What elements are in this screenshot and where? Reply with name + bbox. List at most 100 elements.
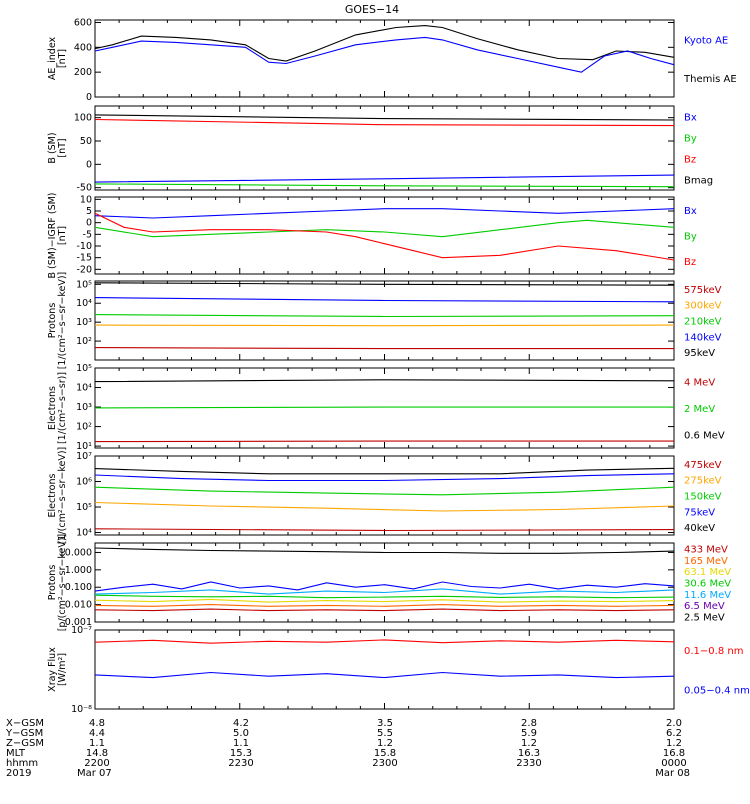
y-tick-label: 10⁶	[76, 477, 92, 488]
series-line	[94, 36, 675, 73]
legend-label: 0.6 MeV	[684, 431, 725, 442]
y-axis-title: Protons	[47, 303, 58, 339]
footer-value: 1.2	[377, 738, 393, 749]
series-line	[94, 588, 675, 595]
panel-1: 0 200 400 600 AE_index [nT] Kyoto AE Themis AE	[47, 17, 737, 103]
series-line	[94, 25, 675, 62]
y-tick-label: -15	[76, 253, 92, 264]
y-tick-label: 50	[80, 136, 92, 147]
legend-label: 11.6 MeV	[684, 590, 731, 601]
footer-row-label: MLT	[6, 748, 26, 759]
y-tick-label: 0.100	[65, 582, 92, 593]
series-line	[94, 118, 675, 127]
y-tick-label: 400	[74, 42, 92, 53]
legend-label: 165 MeV	[684, 556, 728, 567]
y-tick-label: 0.010	[65, 600, 92, 611]
y-tick-label: 10⁵	[76, 279, 92, 290]
footer-value: 14.8	[86, 748, 108, 759]
panel-6: 10⁴ 10⁵ 10⁶ 10⁷ Electrons [1/(cm²−s−sr−keV)] 4…	[47, 447, 722, 545]
y-axis-title: B (SM)−IGRF (SM)	[47, 192, 58, 278]
y-axis-title: Electrons	[47, 386, 58, 430]
legend-label: 63.1 MeV	[684, 567, 731, 578]
y-tick-label: 10²	[76, 336, 92, 347]
footer-row-label: Y−GSM	[5, 728, 43, 739]
series-line	[94, 324, 675, 327]
panel-frame	[94, 19, 675, 98]
legend-label: 2 MeV	[684, 404, 715, 415]
series-line	[94, 219, 675, 238]
footer-value: 5.5	[377, 728, 393, 739]
ephemeris-footer: X−GSMY−GSMZ−GSMMLThhmm20194.84.41.114.82…	[5, 718, 690, 779]
footer-value: 15.8	[374, 748, 396, 759]
y-tick-label: 10⁵	[76, 363, 92, 374]
legend-label: Bx	[684, 206, 697, 217]
y-tick-label: 10³	[76, 402, 92, 413]
y-tick-label: 0.001	[65, 617, 92, 628]
footer-value: 15.3	[230, 748, 252, 759]
legend-label: Kyoto AE	[684, 35, 728, 46]
footer-value: 16.3	[518, 748, 540, 759]
footer-value: Mar 07	[77, 768, 112, 779]
y-tick-label: 0	[86, 92, 92, 103]
y-axis-title: AE_index	[47, 37, 58, 81]
series-line	[94, 379, 675, 383]
y-tick-label: 600	[74, 17, 92, 28]
legend-label: 210keV	[684, 317, 722, 328]
footer-value: Mar 08	[655, 768, 690, 779]
footer-value: 2300	[372, 758, 397, 769]
footer-value: 3.5	[377, 718, 393, 729]
panel-5: 10¹ 10² 10³ 10⁴ 10⁵ Electrons [1/(cm²−s−sr)] 4 …	[47, 363, 725, 452]
legend-label: By	[684, 134, 697, 145]
series-line	[94, 581, 675, 592]
footer-value: 2330	[516, 758, 541, 769]
y-tick-label: 10³	[76, 317, 92, 328]
y-tick-label: 0	[86, 218, 92, 229]
legend-label: 140keV	[684, 332, 722, 343]
y-tick-label: 10¹	[76, 441, 92, 452]
series-line	[94, 347, 674, 350]
series-line	[94, 314, 675, 318]
legend-label: 95keV	[684, 348, 715, 359]
legend-label: 0.05−0.4 nm	[684, 685, 750, 696]
y-tick-label: 10.000	[59, 547, 92, 558]
footer-row-label: 2019	[6, 768, 31, 779]
footer-value: 4.2	[233, 718, 249, 729]
footer-value: 4.4	[89, 728, 105, 739]
legend-label: 575keV	[684, 285, 722, 296]
footer-value: 2200	[84, 758, 109, 769]
legend-label: 150keV	[684, 492, 722, 503]
y-axis-title: [1/(cm²−s−sr−keV)]	[57, 447, 68, 545]
footer-row-label: hhmm	[6, 758, 38, 769]
footer-row-label: X−GSM	[6, 718, 44, 729]
series-line	[94, 114, 675, 121]
y-tick-label: 10²	[76, 422, 92, 433]
footer-value: 5.9	[521, 728, 537, 739]
footer-value: 2230	[228, 758, 253, 769]
legend-label: Bmag	[684, 176, 713, 187]
y-axis-title: [W/m²]	[57, 653, 68, 686]
y-tick-label: 10⁻⁷	[71, 625, 92, 636]
y-tick-label: 0	[86, 159, 92, 170]
series-line	[94, 594, 675, 599]
series-line	[94, 212, 675, 261]
legend-label: 0.1−0.8 nm	[684, 646, 743, 657]
y-tick-label: 10⁵	[76, 502, 92, 513]
series-line	[94, 528, 675, 532]
y-axis-title: [p/(cm²−s−sr−keV)]	[57, 534, 68, 632]
footer-value: 2.0	[666, 718, 682, 729]
y-tick-label: 1.000	[65, 565, 92, 576]
footer-value: 6.2	[666, 728, 682, 739]
series-line	[94, 598, 675, 603]
footer-row-label: Z−GSM	[6, 738, 44, 749]
legend-label: 2.5 MeV	[684, 612, 725, 623]
y-tick-label: 10	[80, 194, 92, 205]
y-axis-title: [1/(cm²−s−sr−keV)]	[57, 272, 68, 370]
legend-label: By	[684, 232, 697, 243]
y-tick-label: 5	[86, 206, 92, 217]
legend-label: Bz	[684, 257, 696, 268]
y-tick-label: 10⁴	[76, 383, 92, 394]
